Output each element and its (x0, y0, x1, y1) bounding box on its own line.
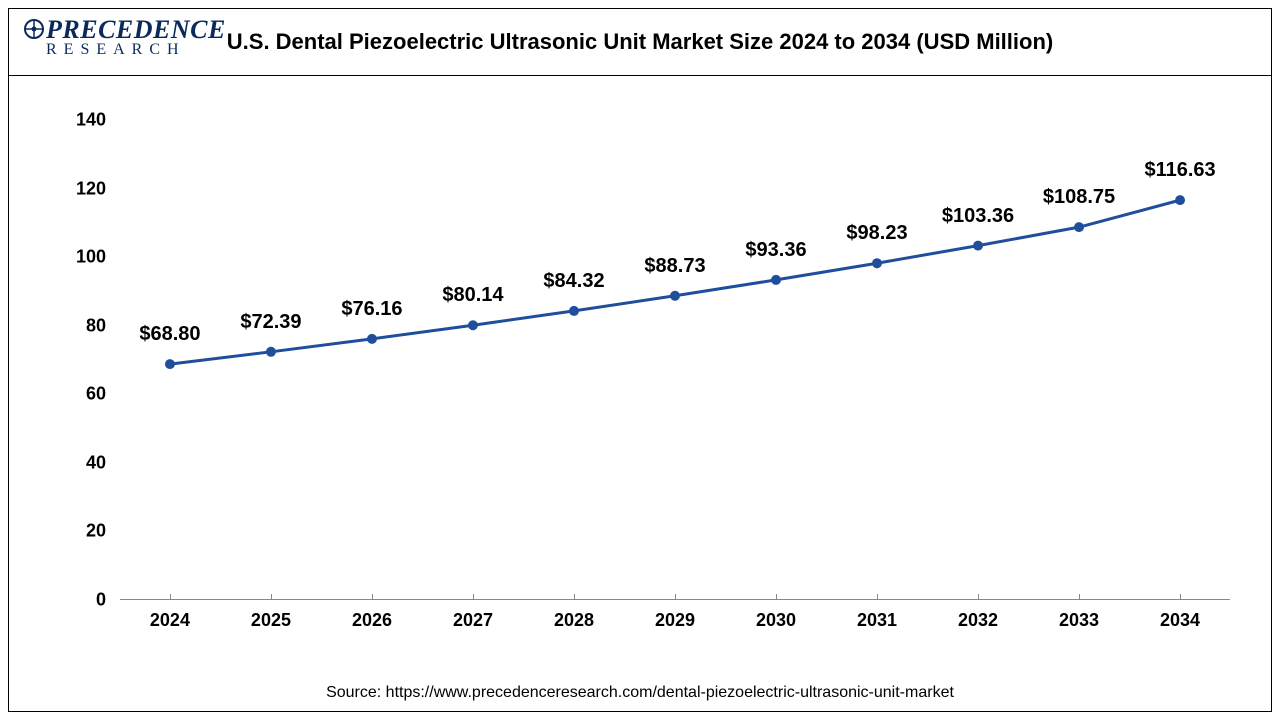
data-marker (468, 320, 478, 330)
y-tick-label: 80 (86, 315, 120, 336)
data-label: $108.75 (1043, 186, 1115, 209)
data-marker (266, 347, 276, 357)
chart-area: 0204060801001201402024202520262027202820… (120, 120, 1230, 600)
data-marker (569, 306, 579, 316)
data-marker (1074, 222, 1084, 232)
logo-line1: PRECEDENCE (46, 18, 226, 43)
data-marker (872, 258, 882, 268)
source-text: Source: https://www.precedenceresearch.c… (0, 684, 1280, 702)
x-tick-label: 2032 (958, 600, 998, 631)
data-label: $80.14 (442, 284, 503, 307)
x-tick-label: 2033 (1059, 600, 1099, 631)
data-marker (165, 359, 175, 369)
y-tick-label: 40 (86, 452, 120, 473)
y-tick-label: 100 (76, 247, 120, 268)
data-label: $72.39 (240, 311, 301, 334)
y-tick-label: 20 (86, 521, 120, 542)
data-label: $93.36 (745, 239, 806, 262)
y-tick-label: 140 (76, 110, 120, 131)
data-label: $88.73 (644, 255, 705, 278)
x-tick-label: 2029 (655, 600, 695, 631)
data-label: $76.16 (341, 298, 402, 321)
y-tick-label: 120 (76, 178, 120, 199)
x-tick-label: 2025 (251, 600, 291, 631)
x-tick-label: 2028 (554, 600, 594, 631)
data-label: $116.63 (1144, 159, 1215, 182)
data-marker (670, 291, 680, 301)
data-marker (367, 334, 377, 344)
x-tick-label: 2027 (453, 600, 493, 631)
data-label: $68.80 (139, 323, 200, 346)
series-line (170, 200, 1180, 364)
data-marker (771, 275, 781, 285)
data-marker (1175, 195, 1185, 205)
y-tick-label: 60 (86, 384, 120, 405)
x-tick-label: 2026 (352, 600, 392, 631)
data-label: $98.23 (846, 222, 907, 245)
logo: PRECEDENCE RESEARCH (18, 16, 228, 72)
x-tick-label: 2031 (857, 600, 897, 631)
x-tick-label: 2030 (756, 600, 796, 631)
x-tick-label: 2024 (150, 600, 190, 631)
header-row: PRECEDENCE RESEARCH U.S. Dental Piezoele… (8, 8, 1272, 76)
data-marker (973, 241, 983, 251)
x-tick-label: 2034 (1160, 600, 1200, 631)
y-tick-label: 0 (96, 590, 120, 611)
data-label: $103.36 (942, 205, 1014, 228)
data-label: $84.32 (543, 270, 604, 293)
